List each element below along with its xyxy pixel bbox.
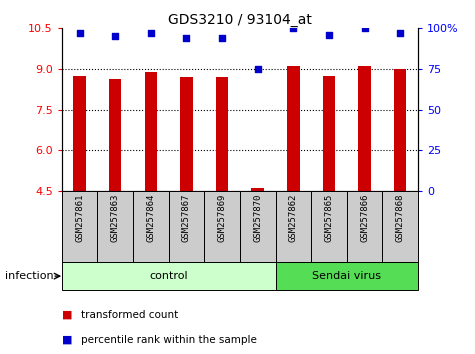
Bar bbox=[62, 191, 97, 262]
Text: ■: ■ bbox=[62, 310, 72, 320]
Bar bbox=[97, 191, 133, 262]
Point bbox=[111, 34, 119, 39]
Bar bbox=[276, 262, 418, 290]
Point bbox=[76, 30, 84, 36]
Text: GSM257863: GSM257863 bbox=[111, 193, 120, 242]
Text: GSM257870: GSM257870 bbox=[253, 193, 262, 242]
Text: GSM257861: GSM257861 bbox=[75, 193, 84, 242]
Text: ■: ■ bbox=[62, 335, 72, 345]
Point bbox=[147, 30, 155, 36]
Bar bbox=[347, 191, 382, 262]
Text: GSM257868: GSM257868 bbox=[396, 193, 405, 242]
Bar bbox=[323, 76, 335, 191]
Text: infection: infection bbox=[5, 271, 53, 281]
Bar bbox=[144, 72, 157, 191]
Text: Sendai virus: Sendai virus bbox=[312, 271, 381, 281]
Text: GSM257865: GSM257865 bbox=[324, 193, 333, 242]
Bar bbox=[382, 191, 418, 262]
Text: percentile rank within the sample: percentile rank within the sample bbox=[81, 335, 256, 345]
Bar bbox=[240, 191, 276, 262]
Title: GDS3210 / 93104_at: GDS3210 / 93104_at bbox=[168, 13, 312, 27]
Text: GSM257866: GSM257866 bbox=[360, 193, 369, 242]
Text: GSM257869: GSM257869 bbox=[218, 193, 227, 242]
Bar bbox=[133, 191, 169, 262]
Bar bbox=[109, 79, 122, 191]
Point bbox=[218, 35, 226, 41]
Point bbox=[396, 30, 404, 36]
Text: GSM257867: GSM257867 bbox=[182, 193, 191, 242]
Bar bbox=[73, 76, 86, 191]
Bar bbox=[311, 191, 347, 262]
Point bbox=[361, 25, 369, 31]
Text: GSM257862: GSM257862 bbox=[289, 193, 298, 242]
Bar bbox=[216, 77, 228, 191]
Point bbox=[289, 25, 297, 31]
Text: control: control bbox=[149, 271, 188, 281]
Bar bbox=[394, 69, 407, 191]
Text: GSM257864: GSM257864 bbox=[146, 193, 155, 242]
Bar bbox=[62, 262, 276, 290]
Bar bbox=[276, 191, 311, 262]
Bar bbox=[287, 66, 300, 191]
Bar bbox=[180, 76, 193, 191]
Point bbox=[182, 35, 190, 41]
Point bbox=[325, 32, 332, 38]
Bar bbox=[251, 188, 264, 191]
Point bbox=[254, 66, 261, 72]
Bar bbox=[169, 191, 204, 262]
Bar bbox=[358, 66, 371, 191]
Bar bbox=[204, 191, 240, 262]
Text: transformed count: transformed count bbox=[81, 310, 178, 320]
